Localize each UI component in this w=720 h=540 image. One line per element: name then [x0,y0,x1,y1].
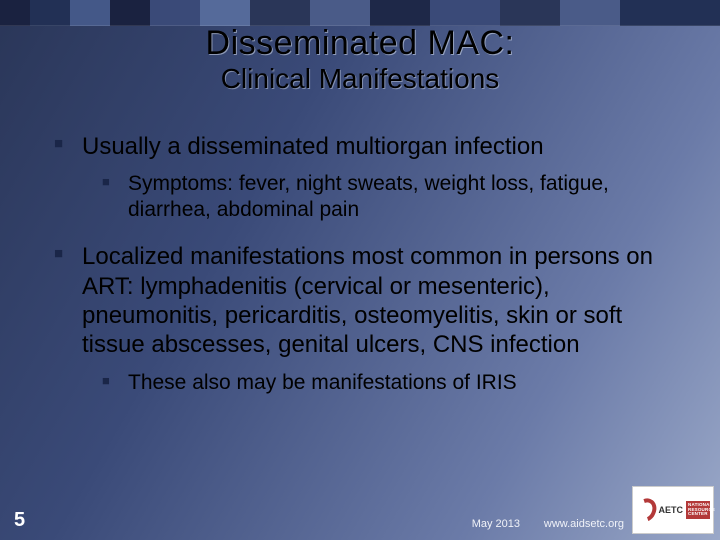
top-decorative-band [0,0,720,26]
list-item: Usually a disseminated multiorgan infect… [54,132,680,222]
logo-acronym: AETC [659,506,684,515]
title-block: Disseminated MAC: Clinical Manifestation… [0,24,720,95]
footer-date: May 2013 [472,518,520,530]
slide: Disseminated MAC: Clinical Manifestation… [0,0,720,540]
bullet-text: Usually a disseminated multiorgan infect… [82,133,544,160]
slide-number: 5 [14,509,25,532]
logo-swoosh-icon [636,498,656,522]
bullet-text: These also may be manifestations of IRIS [128,371,517,394]
footer: 5 May 2013 www.aidsetc.org AETC NATIONAL… [0,506,720,540]
slide-subtitle: Clinical Manifestations [0,63,720,95]
bullet-text: Localized manifestations most common in … [82,243,653,358]
bullet-list-level2: Symptoms: fever, night sweats, weight lo… [82,171,680,222]
content-area: Usually a disseminated multiorgan infect… [54,132,680,415]
aetc-logo: AETC NATIONAL RESOURCE CENTER [632,486,714,534]
slide-title: Disseminated MAC: [0,24,720,63]
footer-url: www.aidsetc.org [544,518,624,530]
logo-subtitle: NATIONAL RESOURCE CENTER [686,501,710,520]
bullet-list-level2: These also may be manifestations of IRIS [82,370,680,396]
bullet-text: Symptoms: fever, night sweats, weight lo… [128,172,609,221]
list-item: Localized manifestations most common in … [54,242,680,395]
bullet-list-level1: Usually a disseminated multiorgan infect… [54,132,680,395]
list-item: Symptoms: fever, night sweats, weight lo… [102,171,680,222]
list-item: These also may be manifestations of IRIS [102,370,680,396]
